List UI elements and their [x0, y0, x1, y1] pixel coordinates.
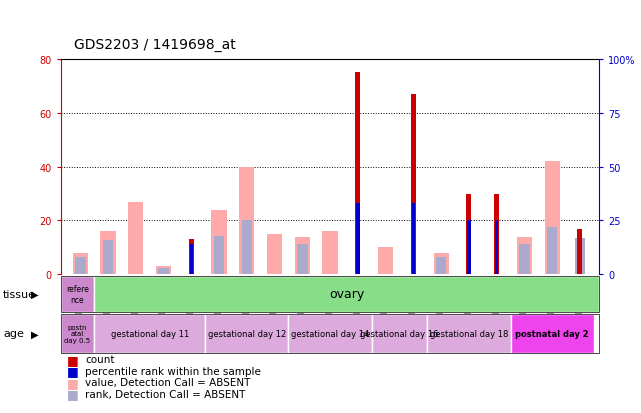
Text: ovary: ovary — [329, 288, 364, 301]
Bar — [101, 232, 116, 275]
Bar — [517, 237, 532, 275]
Text: gestational day 11: gestational day 11 — [111, 329, 189, 338]
Bar — [436, 257, 446, 275]
Bar — [355, 73, 360, 275]
Bar — [156, 267, 171, 275]
Bar — [72, 253, 88, 275]
Bar — [205, 314, 288, 353]
Text: age: age — [3, 328, 24, 339]
Bar — [372, 314, 428, 353]
Bar — [75, 257, 86, 275]
Bar — [189, 240, 194, 275]
Text: count: count — [85, 354, 115, 364]
Bar — [61, 314, 94, 353]
Bar — [467, 221, 470, 275]
Bar — [158, 268, 169, 275]
Bar — [212, 210, 227, 275]
Text: gestational day 18: gestational day 18 — [429, 329, 508, 338]
Bar — [510, 314, 594, 353]
Bar — [190, 244, 193, 275]
Text: postnatal day 2: postnatal day 2 — [515, 329, 589, 338]
Text: gestational day 12: gestational day 12 — [208, 329, 286, 338]
Text: ■: ■ — [67, 376, 79, 389]
Bar — [495, 221, 498, 275]
Text: percentile rank within the sample: percentile rank within the sample — [85, 366, 261, 376]
Text: rank, Detection Call = ABSENT: rank, Detection Call = ABSENT — [85, 389, 246, 399]
Bar — [574, 238, 585, 275]
Bar — [494, 194, 499, 275]
Text: tissue: tissue — [3, 289, 36, 299]
Bar — [128, 202, 144, 275]
Bar — [94, 314, 205, 353]
Bar — [242, 221, 252, 275]
Bar — [356, 204, 360, 275]
Text: value, Detection Call = ABSENT: value, Detection Call = ABSENT — [85, 377, 251, 387]
Bar — [378, 248, 394, 275]
Text: ■: ■ — [67, 353, 79, 366]
Bar — [412, 204, 415, 275]
Bar — [411, 95, 416, 275]
Text: GDS2203 / 1419698_at: GDS2203 / 1419698_at — [74, 38, 235, 52]
Text: gestational day 14: gestational day 14 — [291, 329, 369, 338]
Bar — [267, 234, 282, 275]
Bar — [578, 229, 583, 275]
Text: ■: ■ — [67, 364, 79, 377]
Bar — [433, 253, 449, 275]
Bar — [239, 167, 254, 275]
Text: ■: ■ — [67, 387, 79, 401]
Bar — [467, 194, 471, 275]
Bar — [547, 228, 558, 275]
Bar — [103, 240, 113, 275]
Text: ▶: ▶ — [31, 289, 38, 299]
Text: gestational day 16: gestational day 16 — [360, 329, 438, 338]
Bar — [322, 232, 338, 275]
Bar — [297, 244, 308, 275]
Bar — [544, 162, 560, 275]
Bar — [214, 236, 224, 275]
Text: postn
atal
day 0.5: postn atal day 0.5 — [65, 324, 90, 343]
Bar — [519, 244, 529, 275]
Bar — [428, 314, 510, 353]
Bar — [61, 277, 94, 312]
Text: ▶: ▶ — [31, 328, 38, 339]
Text: refere
nce: refere nce — [66, 285, 89, 304]
Bar — [295, 237, 310, 275]
Bar — [288, 314, 372, 353]
